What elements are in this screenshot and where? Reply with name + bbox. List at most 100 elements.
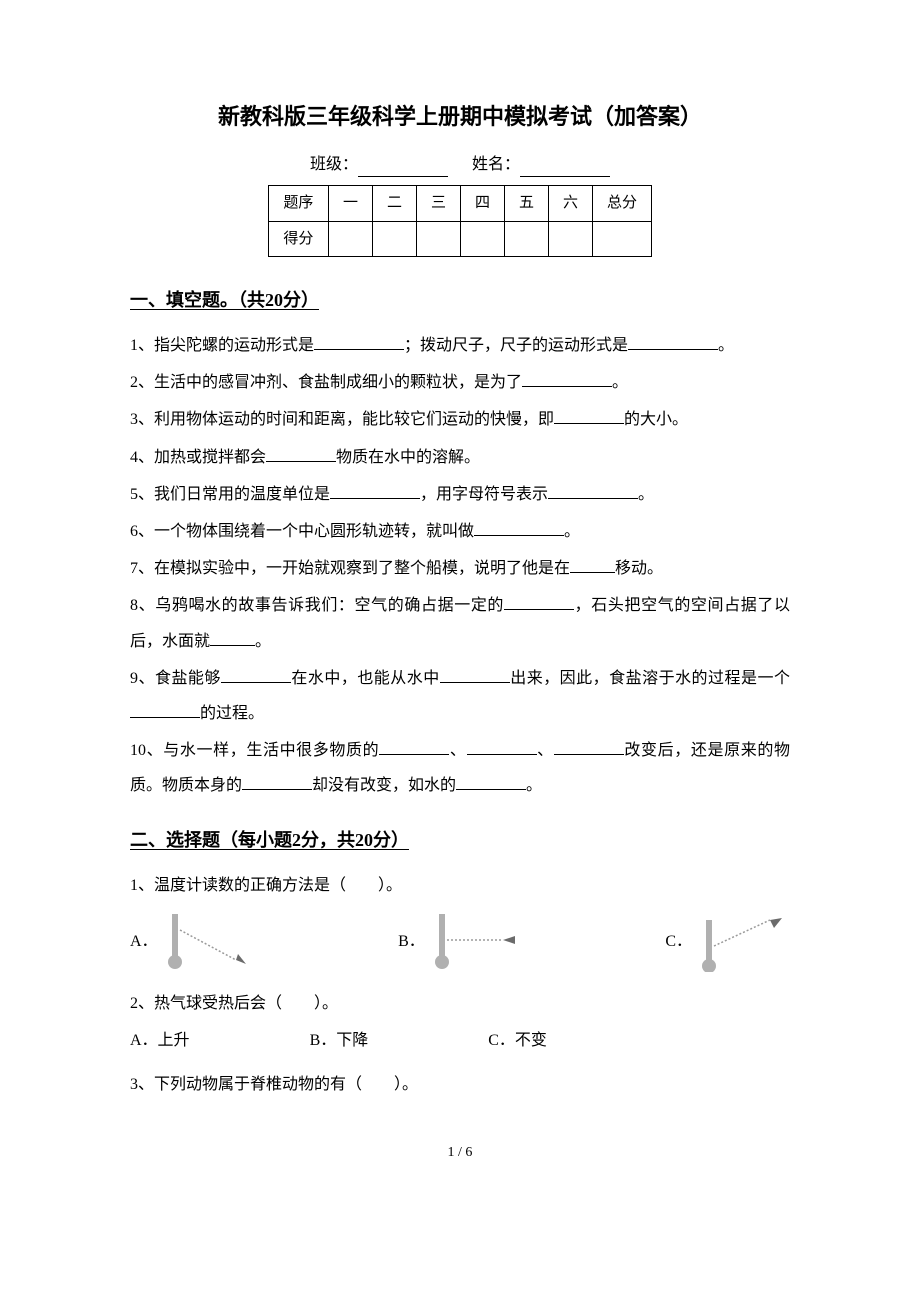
q-text: 、: [537, 742, 554, 759]
q-text: 。: [718, 337, 734, 354]
score-cell: [593, 221, 652, 257]
choice-label: A．: [130, 930, 158, 954]
question-7: 7、在模拟实验中，一开始就观察到了整个船模，说明了他是在 移动。: [130, 551, 790, 586]
page-number: 1 / 6: [130, 1142, 790, 1163]
blank: [504, 594, 574, 610]
name-label: 姓名：: [472, 156, 520, 173]
blank: [440, 667, 510, 683]
score-label: 得分: [268, 221, 328, 257]
section2-heading: 二、选择题（每小题2分，共20分）: [130, 827, 790, 854]
q-text: 8、乌鸦喝水的故事告诉我们：空气的确占据一定的: [130, 597, 504, 614]
blank: [548, 483, 638, 499]
score-cell: [328, 221, 372, 257]
choice-B: B．下降: [310, 1029, 369, 1053]
q-text: 。: [255, 633, 271, 650]
blank: [379, 739, 449, 755]
page-title: 新教科版三年级科学上册期中模拟考试（加答案）: [130, 100, 790, 133]
q-text: 5、我们日常用的温度单位是: [130, 486, 330, 503]
choice-C: C．不变: [488, 1029, 547, 1053]
form-row: 班级： 姓名：: [130, 153, 790, 177]
q-text: 2、生活中的感冒冲剂、食盐制成细小的颗粒状，是为了: [130, 374, 522, 391]
blank: [210, 630, 255, 646]
question-2: 2、生活中的感冒冲剂、食盐制成细小的颗粒状，是为了 。: [130, 365, 790, 400]
s2-q1-choices: A． B． C．: [130, 912, 790, 972]
choice-A: A．: [130, 912, 256, 972]
s2-question-2: 2、热气球受热后会（ ）。: [130, 986, 790, 1021]
header-cell: 六: [549, 186, 593, 222]
question-6: 6、一个物体围绕着一个中心圆形轨迹转，就叫做 。: [130, 514, 790, 549]
q-text: 7、在模拟实验中，一开始就观察到了整个船模，说明了他是在: [130, 560, 570, 577]
s2-question-3: 3、下列动物属于脊椎动物的有（ ）。: [130, 1067, 790, 1102]
q-text: 移动。: [615, 560, 663, 577]
question-10: 10、与水一样，生活中很多物质的、、改变后，还是原来的物质。物质本身的却没有改变…: [130, 733, 790, 803]
q-text: 4、加热或搅拌都会: [130, 449, 266, 466]
q-text: ，用字母符号表示: [420, 486, 548, 503]
s2-question-1: 1、温度计读数的正确方法是（ ）。: [130, 868, 790, 903]
blank: [330, 483, 420, 499]
q-text: 、: [449, 742, 466, 759]
blank: [242, 774, 312, 790]
q-text: 在水中，也能从水中: [291, 670, 440, 687]
header-cell: 三: [416, 186, 460, 222]
blank: [467, 739, 537, 755]
q-text: 3、利用物体运动的时间和距离，能比较它们运动的快慢，即: [130, 411, 554, 428]
q-text: 1、指尖陀螺的运动形式是: [130, 337, 314, 354]
header-cell: 四: [460, 186, 504, 222]
thermometer-level-icon: [433, 912, 523, 972]
class-blank: [358, 159, 448, 177]
blank: [570, 557, 615, 573]
blank: [314, 334, 404, 350]
q-text: 却没有改变，如水的: [312, 777, 456, 794]
question-3: 3、利用物体运动的时间和距离，能比较它们运动的快慢，即 的大小。: [130, 402, 790, 437]
q-text: 物质在水中的溶解。: [336, 449, 480, 466]
name-blank: [520, 159, 610, 177]
s2-q2-choices: A．上升 B．下降 C．不变: [130, 1029, 790, 1053]
q-text: ；拨动尺子，尺子的运动形式是: [404, 337, 628, 354]
choice-label: B．: [398, 930, 425, 954]
score-cell: [372, 221, 416, 257]
header-cell: 题序: [268, 186, 328, 222]
blank: [554, 739, 624, 755]
blank: [474, 520, 564, 536]
thermometer-up-icon: [700, 912, 790, 972]
table-score-row: 得分: [268, 221, 651, 257]
q-text: 。: [526, 777, 542, 794]
choice-label: C．: [665, 930, 692, 954]
header-cell: 总分: [593, 186, 652, 222]
q-text: 6、一个物体围绕着一个中心圆形轨迹转，就叫做: [130, 523, 474, 540]
q-text: 的大小。: [624, 411, 688, 428]
q-text: 。: [638, 486, 654, 503]
score-cell: [505, 221, 549, 257]
question-1: 1、指尖陀螺的运动形式是 ；拨动尺子，尺子的运动形式是 。: [130, 328, 790, 363]
q-text: 出来，因此，食盐溶于水的过程是一个: [510, 670, 790, 687]
blank: [130, 702, 200, 718]
header-cell: 五: [505, 186, 549, 222]
question-9: 9、食盐能够 在水中，也能从水中 出来，因此，食盐溶于水的过程是一个的过程。: [130, 661, 790, 731]
q-text: 。: [612, 374, 628, 391]
blank: [628, 334, 718, 350]
header-cell: 二: [372, 186, 416, 222]
table-header-row: 题序 一 二 三 四 五 六 总分: [268, 186, 651, 222]
blank: [456, 774, 526, 790]
q-text: 的过程。: [200, 705, 264, 722]
q-text: 9、食盐能够: [130, 670, 221, 687]
thermometer-down-icon: [166, 912, 256, 972]
blank: [522, 371, 612, 387]
section1-heading: 一、填空题。（共20分）: [130, 287, 790, 314]
class-label: 班级：: [310, 156, 358, 173]
blank: [266, 446, 336, 462]
q-text: 10、与水一样，生活中很多物质的: [130, 742, 379, 759]
score-cell: [549, 221, 593, 257]
q-text: 。: [564, 523, 580, 540]
blank: [554, 408, 624, 424]
score-table: 题序 一 二 三 四 五 六 总分 得分: [268, 185, 652, 257]
question-8: 8、乌鸦喝水的故事告诉我们：空气的确占据一定的，石头把空气的空间占据了以后，水面…: [130, 588, 790, 658]
question-4: 4、加热或搅拌都会 物质在水中的溶解。: [130, 440, 790, 475]
score-cell: [460, 221, 504, 257]
choice-A: A．上升: [130, 1029, 190, 1053]
score-cell: [416, 221, 460, 257]
choice-B: B．: [398, 912, 523, 972]
blank: [221, 667, 291, 683]
choice-C: C．: [665, 912, 790, 972]
question-5: 5、我们日常用的温度单位是 ，用字母符号表示 。: [130, 477, 790, 512]
